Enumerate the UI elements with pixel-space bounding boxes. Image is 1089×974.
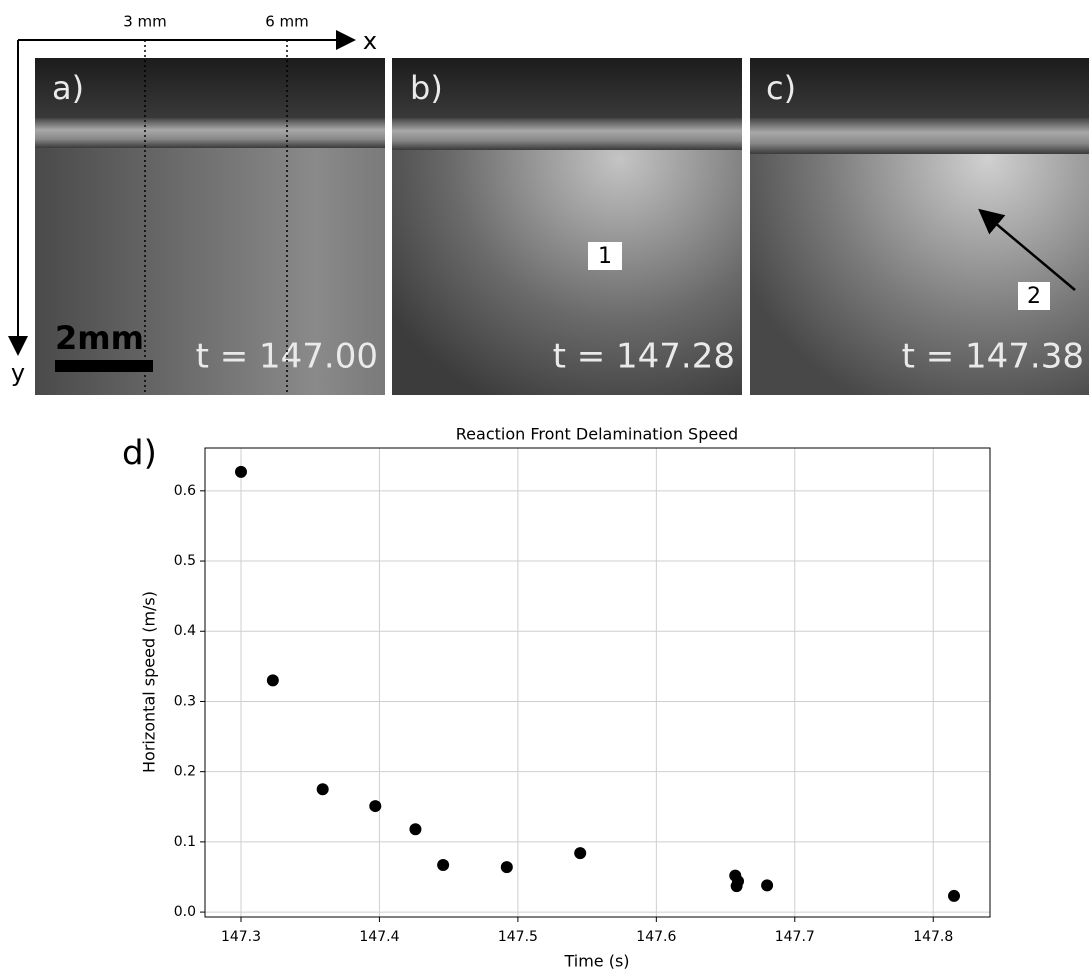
annotation: 2 (1027, 284, 1041, 309)
mark-label: 3 mm (123, 13, 167, 31)
axis-y-label: y (11, 359, 25, 387)
x-tick-label: 147.3 (221, 929, 261, 945)
y-tick-label: 0.6 (174, 483, 196, 499)
point (234, 465, 247, 478)
panel-label: a) (52, 69, 84, 107)
time-label: t = 147.38 (902, 337, 1084, 377)
plot-frame (204, 447, 991, 918)
panel-b: b) 1 t = 147.28 (392, 58, 742, 395)
scale-bar (55, 360, 153, 372)
chart-title: Reaction Front Delamination Speed (456, 425, 738, 444)
y-tick-label: 0.3 (174, 693, 196, 709)
time-label: t = 147.28 (553, 337, 735, 377)
chart-label: d) (122, 434, 157, 474)
axis-x-label: x (363, 27, 377, 55)
mark-label: 6 mm (265, 13, 309, 31)
point (266, 674, 279, 687)
x-tick-label: 147.7 (775, 929, 815, 945)
x-tick-label: 147.4 (359, 929, 399, 945)
point (761, 879, 774, 892)
point (500, 861, 513, 874)
annotation-arrow (978, 208, 1076, 291)
panel-c: c) 2 t = 147.38 (750, 58, 1089, 395)
y-tick-label: 0.4 (174, 623, 196, 639)
point (369, 800, 382, 813)
annotation: 1 (598, 244, 612, 269)
point (730, 880, 743, 893)
x-tick-label: 147.8 (913, 929, 953, 945)
x-tick-label: 147.6 (636, 929, 676, 945)
annotation-box (1018, 282, 1050, 310)
x-axis-title: Time (s) (563, 952, 629, 971)
point (409, 823, 422, 836)
y-tick-label: 0.5 (174, 553, 196, 569)
point (316, 783, 329, 796)
panel-label: c) (766, 69, 796, 107)
y-axis-title: Horizontal speed (m/s) (140, 591, 159, 773)
x-tick-label: 147.5 (498, 929, 538, 945)
panel-a: a) 2mm t = 147.00 (35, 58, 385, 395)
panel-label: b) (410, 69, 443, 107)
annotation-box (588, 242, 622, 270)
point (437, 859, 450, 872)
point (948, 889, 961, 902)
y-tick-label: 0.0 (174, 904, 196, 920)
scale-label: 2mm (55, 319, 144, 357)
point (574, 847, 587, 860)
y-tick-label: 0.2 (174, 764, 196, 780)
y-tick-label: 0.1 (174, 834, 196, 850)
